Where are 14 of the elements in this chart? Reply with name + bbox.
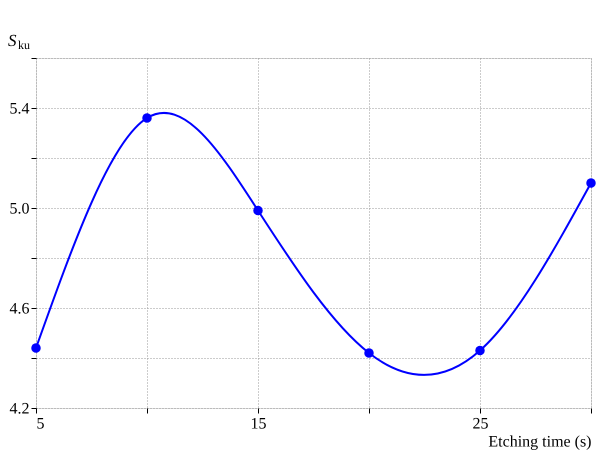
x-tick-label: 15 [250, 416, 266, 432]
point [142, 113, 152, 123]
x-axis-title: Etching time (s) [488, 434, 592, 450]
x-tick-label: 25 [472, 416, 488, 432]
y-tick-label: 5.4 [10, 100, 30, 118]
text: 5.0 [10, 200, 30, 218]
point [31, 343, 41, 353]
point [475, 346, 485, 356]
y-tick-label: 4.6 [10, 300, 30, 318]
point [253, 206, 263, 216]
point [586, 178, 596, 188]
point [364, 348, 374, 358]
y-tick-label: 4.2 [10, 400, 30, 418]
x-tick-label: 5 [36, 416, 44, 432]
